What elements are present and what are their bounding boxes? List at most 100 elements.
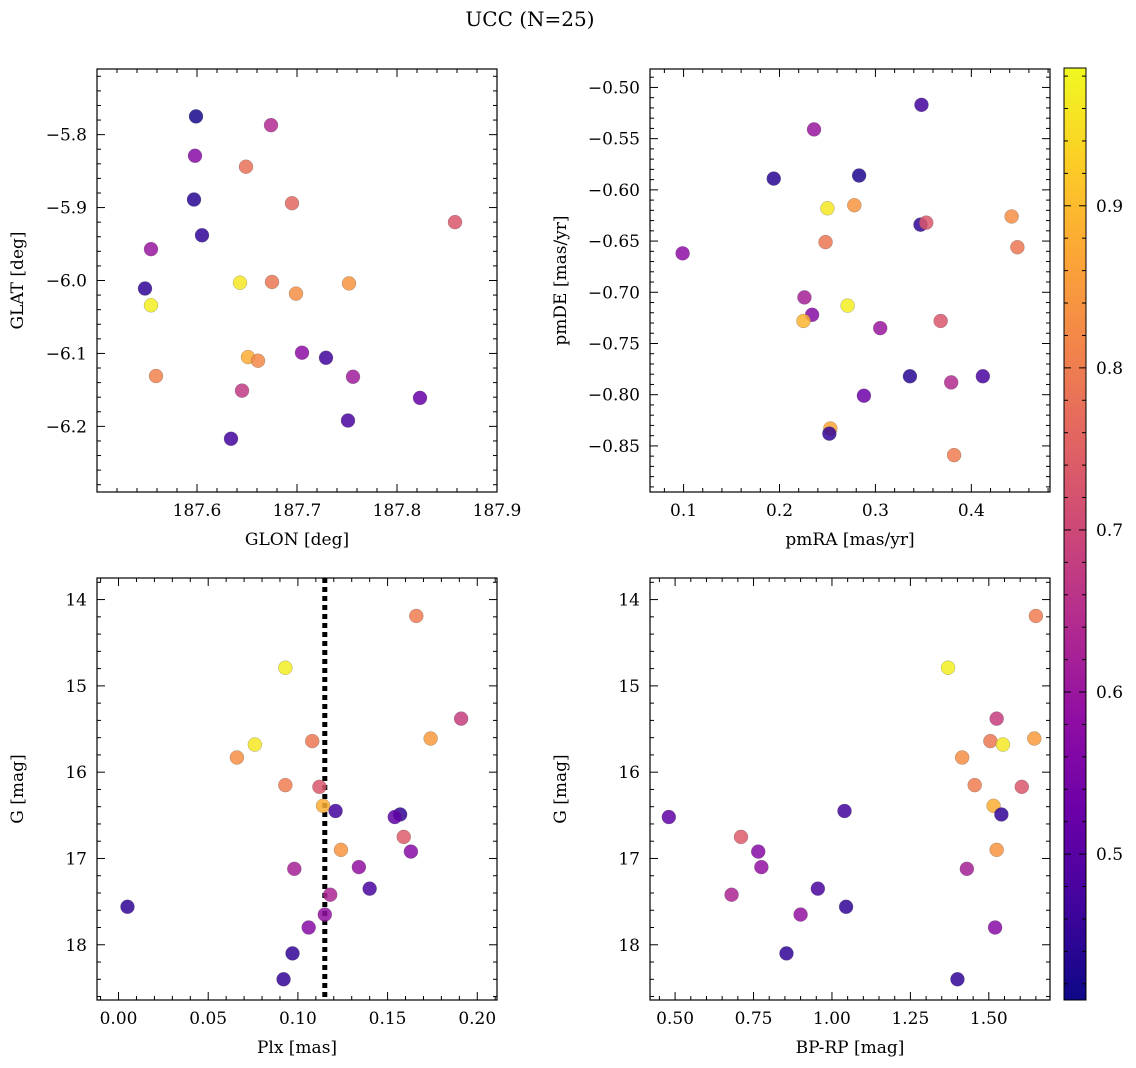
x-tick-label: 0.1: [670, 501, 697, 521]
colorbar-tick-label: 0.8: [1096, 359, 1123, 379]
y-axis-label: pmDE [mas/yr]: [551, 215, 571, 345]
data-point: [873, 320, 888, 336]
x-axis-label: BP-RP [mag]: [796, 1038, 905, 1058]
colorbar-tick-label: 0.5: [1096, 845, 1123, 865]
data-point: [278, 777, 293, 793]
x-tick-label: 187.9: [473, 501, 522, 521]
y-tick-label: 16: [618, 763, 640, 783]
axes-frame: [96, 577, 498, 1001]
y-tick-label: 17: [618, 849, 640, 869]
data-point: [288, 286, 304, 301]
data-point: [143, 241, 159, 257]
data-point: [278, 660, 293, 675]
y-tick-label: −0.50: [588, 78, 640, 98]
colorbar-tick-label: 0.9: [1096, 197, 1123, 217]
x-tick-label: 187.8: [373, 501, 422, 521]
y-axis-label: G [mag]: [551, 754, 571, 823]
data-point: [287, 861, 302, 877]
data-point: [186, 192, 202, 207]
x-tick-label: 0.50: [656, 1009, 694, 1029]
y-tick-label: 18: [65, 936, 87, 956]
data-point: [818, 234, 833, 250]
colorbar: 0.5 0.6 0.7 0.8 0.9: [1063, 67, 1123, 1001]
y-tick-label: 14: [65, 591, 87, 611]
x-axis-label: pmRA [mas/yr]: [785, 530, 914, 550]
data-point: [914, 97, 929, 113]
x-tick-label: 0.4: [958, 501, 985, 521]
axes-frame: [96, 68, 498, 493]
data-point: [250, 353, 266, 368]
figure-title: UCC (N=25): [465, 7, 594, 31]
data-point: [232, 275, 248, 290]
y-tick-label: 14: [618, 591, 640, 611]
data-point: [447, 214, 463, 230]
data-point: [796, 313, 811, 329]
data-point: [340, 413, 356, 428]
data-point: [766, 171, 781, 186]
panel-3: 0.00 0.05 0.10 0.15 0.20 14 15 16 17 18 Plx [mas] G…: [8, 577, 498, 1058]
y-tick-label: 16: [65, 763, 87, 783]
data-point: [396, 829, 411, 845]
data-point: [806, 122, 822, 137]
data-point: [661, 809, 677, 825]
data-point: [284, 195, 300, 211]
y-tick-label: −6.1: [46, 344, 87, 364]
data-point: [840, 298, 855, 313]
y-tick-label: −5.9: [46, 199, 87, 219]
y-axis-label: GLAT [deg]: [8, 231, 28, 329]
data-point: [247, 737, 263, 752]
x-tick-label: 1.50: [970, 1009, 1008, 1029]
data-point: [188, 109, 204, 124]
data-point: [724, 887, 739, 902]
data-point: [810, 881, 826, 896]
data-point: [675, 246, 690, 261]
x-axis-label: GLON [deg]: [245, 530, 349, 550]
data-point: [362, 881, 377, 896]
data-point: [143, 298, 159, 313]
data-point: [1027, 731, 1042, 746]
data-point: [305, 733, 320, 749]
data-point: [954, 750, 970, 765]
data-point: [328, 803, 343, 819]
y-tick-label: −0.70: [588, 283, 640, 303]
data-point: [987, 920, 1003, 935]
data-point: [989, 711, 1004, 726]
data-point: [137, 281, 153, 296]
data-point: [754, 859, 769, 875]
data-point: [989, 842, 1004, 858]
y-tick-label: 15: [618, 677, 640, 697]
data-point: [120, 899, 135, 914]
data-point: [983, 733, 998, 749]
data-point: [276, 972, 291, 987]
data-point: [933, 313, 948, 329]
x-tick-label: 0.75: [735, 1009, 773, 1029]
y-tick-label: −0.55: [588, 130, 640, 150]
data-point: [264, 274, 280, 290]
data-point: [223, 431, 239, 446]
y-tick-label: −0.60: [588, 181, 640, 201]
data-point: [851, 168, 867, 183]
data-point: [263, 117, 279, 133]
data-point: [793, 907, 808, 922]
x-tick-label: 187.7: [273, 501, 322, 521]
x-tick-label: 0.20: [458, 1009, 496, 1029]
data-point: [345, 369, 361, 384]
data-point: [229, 750, 245, 765]
data-point: [946, 447, 962, 463]
data-point: [994, 807, 1009, 822]
data-point: [187, 148, 203, 163]
y-tick-label: −6.2: [46, 417, 87, 437]
data-point: [967, 777, 982, 793]
data-point: [453, 711, 469, 726]
y-tick-label: −0.65: [588, 232, 640, 252]
data-point: [423, 731, 438, 746]
axes-frame: [649, 577, 1051, 1001]
data-point: [919, 215, 934, 230]
data-point: [950, 972, 965, 987]
data-point: [412, 390, 428, 406]
data-point: [234, 383, 250, 398]
data-point: [317, 907, 333, 922]
x-tick-label: 0.3: [862, 501, 889, 521]
y-tick-label: −0.85: [588, 437, 640, 457]
